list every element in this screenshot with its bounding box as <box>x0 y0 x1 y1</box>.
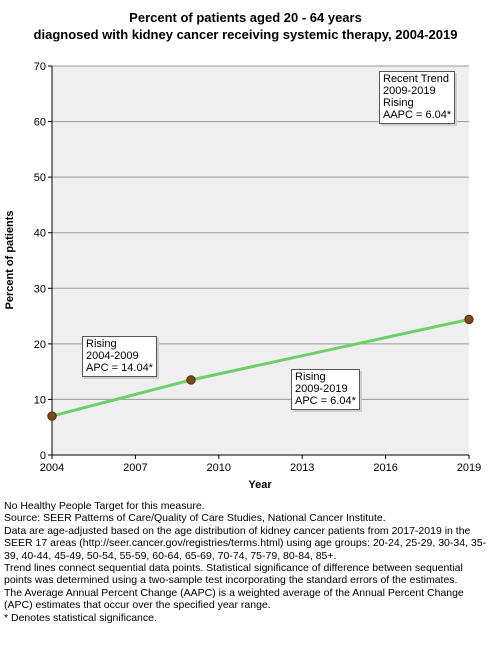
footnote: Trend lines connect sequential data poin… <box>4 562 463 587</box>
x-tick-label: 2010 <box>207 462 231 474</box>
x-tick-label: 2007 <box>123 462 147 474</box>
annotation-line: AAPC = 6.04* <box>383 109 452 121</box>
annotation-line: 2004-2009 <box>86 350 139 362</box>
line-chart: 0 10 20 30 40 50 60 70 2004 2007 2010 2013 2016 2019… <box>4 61 481 491</box>
chart-title-line-2: diagnosed with kidney cancer receiving s… <box>33 27 458 42</box>
annotation-line: APC = 6.04* <box>295 395 356 407</box>
y-tick-label: 70 <box>34 61 46 73</box>
y-tick-labels: 0 10 20 30 40 50 60 70 <box>34 61 46 462</box>
recent-trend-annotation: Recent Trend 2009-2019 Rising AAPC = 6.0… <box>379 71 456 124</box>
x-axis-label: Year <box>248 479 272 491</box>
plot-area <box>52 66 469 455</box>
annotation-line: Rising <box>383 97 414 109</box>
y-tick-label: 10 <box>34 394 46 406</box>
x-tick-label: 2016 <box>373 462 397 474</box>
y-tick-label: 60 <box>34 117 46 129</box>
footnote: Source: SEER Patterns of Care/Quality of… <box>4 512 386 525</box>
x-tick-label: 2019 <box>457 462 481 474</box>
footnote: Data are age-adjusted based on the age d… <box>4 524 487 562</box>
annotation-line: APC = 14.04* <box>86 362 153 374</box>
footnote: The Average Annual Percent Change (AAPC)… <box>4 586 464 612</box>
footnotes: No Healthy People Target for this measur… <box>4 500 488 624</box>
segment-2009-2019-annotation: Rising 2009-2019 APC = 6.04* <box>291 369 360 410</box>
y-tick-label: 30 <box>34 283 46 295</box>
annotation-line: 2009-2019 <box>295 383 348 395</box>
y-axis-label: Percent of patients <box>4 210 16 309</box>
y-tick-label: 0 <box>40 450 46 462</box>
x-tick-label: 2004 <box>40 462 64 474</box>
x-tick-label: 2013 <box>290 462 314 474</box>
x-tick-labels: 2004 2007 2010 2013 2016 2019 <box>40 462 481 474</box>
footnote: No Healthy People Target for this measur… <box>4 500 205 512</box>
data-point <box>464 314 474 325</box>
chart-title: Percent of patients aged 20 - 64 years d… <box>0 9 491 43</box>
y-tick-label: 40 <box>34 228 46 240</box>
footnote: * Denotes statistical significance. <box>4 611 157 624</box>
segment-2004-2009-annotation: Rising 2004-2009 APC = 14.04* <box>82 336 157 377</box>
data-point <box>47 411 57 421</box>
annotation-line: Rising <box>295 371 326 383</box>
annotation-line: Rising <box>86 338 117 350</box>
axes <box>51 66 469 456</box>
y-tick-label: 50 <box>34 172 46 184</box>
series-group <box>47 314 474 421</box>
chart-title-line-1: Percent of patients aged 20 - 64 years <box>129 10 362 25</box>
annotation-line: Recent Trend <box>383 73 450 85</box>
data-point <box>186 375 196 385</box>
annotation-line: 2009-2019 <box>383 85 436 97</box>
y-tick-label: 20 <box>34 339 46 351</box>
